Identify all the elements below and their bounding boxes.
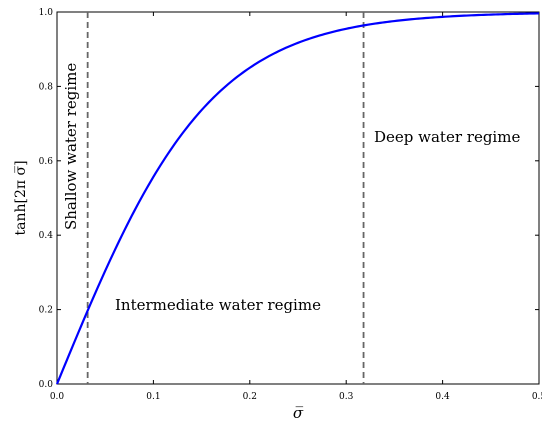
x-tick-label: 0.1 [146, 392, 160, 402]
annotation-shallow: Shallow water regime [62, 63, 80, 230]
y-tick-label: 0.4 [39, 231, 54, 241]
x-tick-label: 0.4 [435, 392, 450, 402]
ticks [56, 11, 540, 385]
y-tick-label: 0.8 [39, 82, 54, 92]
y-tick-label: 1.0 [39, 8, 54, 18]
annotation-deep: Deep water regime [374, 128, 520, 146]
x-tick-label: 0.0 [50, 392, 65, 402]
annotation-intermediate: Intermediate water regime [115, 296, 321, 314]
plot-area [55, 11, 540, 385]
x-tick-label: 0.3 [339, 392, 354, 402]
x-tick-label: 0.2 [243, 392, 257, 402]
tick-labels: 0.0 0.1 0.2 0.3 0.4 0.5 0.0 0.2 0.4 0.6 0.8 1.0 [39, 8, 542, 402]
regime-boundaries [86, 12, 365, 384]
y-tick-label: 0.2 [39, 306, 53, 316]
axes-frame [56, 11, 540, 385]
y-axis-label: tanh[2π σ̅] [13, 160, 29, 235]
x-axis-label: σ̅ [293, 404, 304, 422]
y-tick-label: 0.6 [39, 157, 54, 167]
series-line [55, 12, 540, 385]
y-tick-label: 0.0 [39, 380, 54, 390]
x-tick-label: 0.5 [532, 392, 542, 402]
